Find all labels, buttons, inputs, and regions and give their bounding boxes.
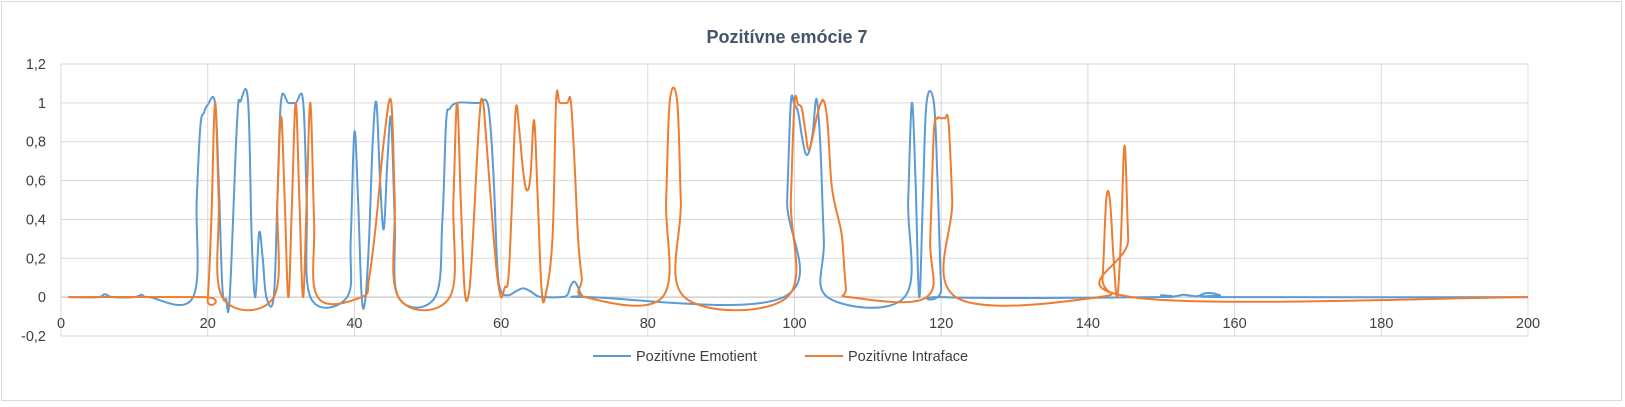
legend-label-emotient: Pozitívne Emotient [636,349,757,365]
x-tick-label: 140 [1076,316,1100,332]
x-tick-label: 0 [57,316,65,332]
x-tick-label: 60 [493,316,509,332]
y-tick-label: 0,4 [26,212,46,228]
x-tick-label: 160 [1222,316,1246,332]
y-tick-label: -0,2 [21,329,46,345]
tick-labels: -0,2 0 0,2 0,4 0,6 0,8 1 1,2 0 20 40 60 80 100 120 140 1… [21,57,1540,345]
y-tick-label: 0,8 [26,135,46,151]
x-tick-label: 100 [782,316,806,332]
legend-label-intraface: Pozitívne Intraface [848,349,968,365]
y-tick-label: 0 [38,290,46,306]
y-tick-label: 1 [38,96,46,112]
x-tick-label: 180 [1369,316,1393,332]
series-line-intraface [68,86,1529,312]
x-tick-label: 200 [1516,316,1540,332]
y-tick-label: 0,2 [26,251,46,267]
y-tick-label: 0,6 [26,174,46,190]
legend: Pozitívne Emotient Pozitívne Intraface [593,349,968,365]
x-tick-label: 40 [346,316,362,332]
chart-title: Pozitívne emócie 7 [706,27,867,47]
series-line-emotient [68,87,1529,314]
series-lines [68,86,1529,314]
x-tick-label: 80 [640,316,656,332]
x-tick-label: 20 [200,316,216,332]
y-tick-label: 1,2 [26,57,46,73]
x-tick-label: 120 [929,316,953,332]
